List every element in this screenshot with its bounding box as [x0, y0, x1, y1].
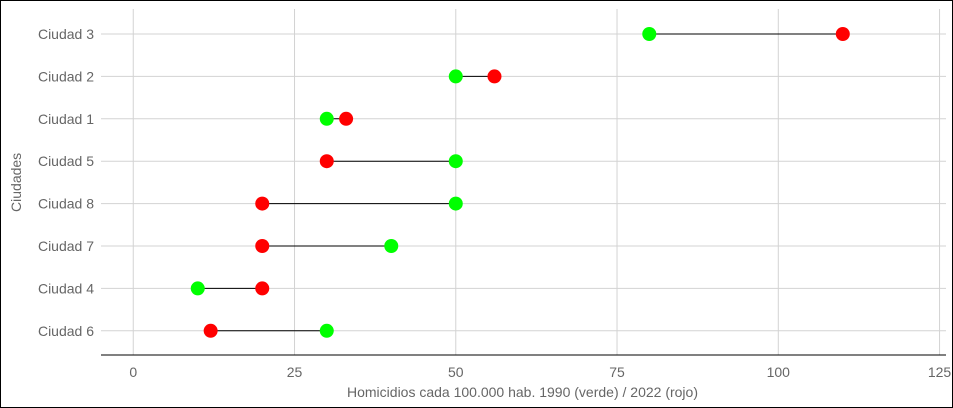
y-tick-label: Ciudad 6	[38, 323, 94, 339]
x-tick-label: 25	[287, 364, 303, 380]
point-2022-ciudad-2	[487, 69, 502, 84]
point-1990-ciudad-6	[319, 323, 334, 338]
point-2022-ciudad-4	[255, 281, 270, 296]
x-tick-label: 50	[448, 364, 464, 380]
x-tick-label: 125	[928, 364, 952, 380]
x-tick-label: 75	[609, 364, 625, 380]
point-2022-ciudad-5	[319, 154, 334, 169]
point-2022-ciudad-6	[203, 323, 218, 338]
point-2022-ciudad-7	[255, 239, 270, 253]
point-2022-ciudad-1	[339, 111, 354, 126]
point-2022-ciudad-8	[255, 196, 270, 211]
point-1990-ciudad-2	[448, 69, 463, 84]
x-axis-title: Homicidios cada 100.000 hab. 1990 (verde…	[347, 384, 698, 400]
vertical-gridlines	[132, 9, 941, 355]
y-tick-label: Ciudad 1	[38, 111, 94, 127]
point-1990-ciudad-3	[642, 27, 657, 41]
y-tick-label: Ciudad 8	[38, 196, 94, 212]
y-tick-labels: Ciudad 3 Ciudad 2 Ciudad 1 Ciudad 5 Ciudad 8…	[38, 26, 94, 339]
data-points	[190, 27, 850, 338]
y-tick-label: Ciudad 5	[38, 153, 94, 169]
point-1990-ciudad-5	[448, 154, 463, 169]
x-tick-label: 0	[129, 364, 137, 380]
connector-segments	[197, 33, 843, 332]
horizontal-gridlines	[101, 33, 946, 332]
y-tick-label: Ciudad 3	[38, 26, 94, 42]
y-tick-label: Ciudad 4	[38, 280, 94, 296]
point-1990-ciudad-8	[448, 196, 463, 211]
y-tick-label: Ciudad 7	[38, 238, 94, 254]
y-axis-title: Ciudades	[8, 153, 24, 212]
point-2022-ciudad-3	[835, 27, 850, 41]
x-tick-label: 100	[767, 364, 791, 380]
x-tick-labels: 0 25 50 75 100 125	[129, 364, 951, 380]
point-1990-ciudad-1	[319, 111, 334, 126]
point-1990-ciudad-7	[384, 239, 399, 253]
y-tick-label: Ciudad 2	[38, 68, 94, 84]
point-1990-ciudad-4	[190, 281, 205, 296]
